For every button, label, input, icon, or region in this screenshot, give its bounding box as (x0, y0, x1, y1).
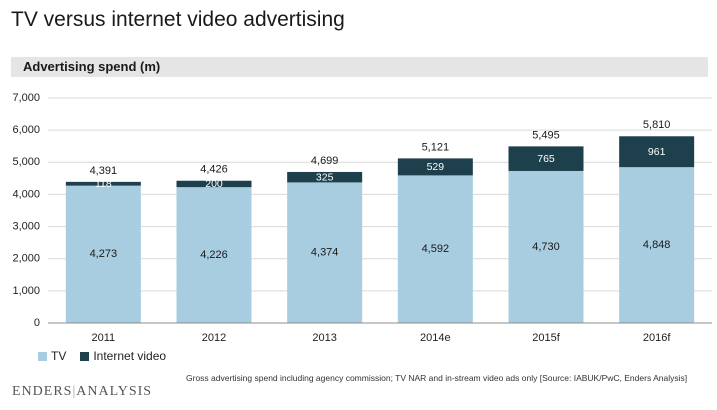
data-label-internet-video: 325 (316, 171, 334, 183)
data-label-tv: 4,374 (311, 247, 339, 259)
y-tick-label: 2,000 (12, 253, 40, 265)
y-tick-label: 6,000 (12, 124, 40, 136)
y-tick-label: 0 (34, 317, 40, 329)
logo-right: ANALYSIS (76, 384, 153, 399)
chart-title: TV versus internet video advertising (11, 8, 345, 31)
data-label-tv: 4,592 (422, 243, 450, 255)
data-label-total: 4,391 (90, 165, 118, 177)
data-label-internet-video: 200 (205, 178, 223, 190)
legend-item-internet-video: Internet video (80, 349, 166, 363)
x-tick-label: 2012 (202, 332, 226, 344)
data-label-total: 4,426 (200, 164, 228, 176)
y-tick-label: 1,000 (12, 285, 40, 297)
logo-left: ENDERS (12, 384, 73, 399)
data-label-internet-video: 765 (537, 153, 555, 165)
data-label-tv: 4,730 (532, 241, 560, 253)
bar-tv (619, 167, 695, 323)
source-note: Gross advertising spend including agency… (186, 373, 688, 383)
bar-internet-video (508, 146, 584, 171)
x-tick-label: 2015f (532, 332, 560, 344)
data-label-total: 4,699 (311, 155, 339, 167)
chart-legend: TV Internet video (38, 349, 166, 363)
data-label-internet-video: 118 (95, 178, 112, 190)
x-tick-label: 2011 (92, 332, 116, 344)
bar-internet-video (619, 136, 695, 168)
data-label-tv: 4,226 (200, 249, 228, 261)
bar-internet-video (176, 180, 252, 188)
data-label-tv: 4,848 (643, 239, 671, 251)
legend-swatch-tv (38, 351, 47, 361)
bar-tv (65, 185, 141, 323)
y-tick-label: 7,000 (12, 92, 40, 104)
bar-tv (397, 175, 473, 323)
x-tick-label: 2014e (420, 332, 451, 344)
enders-analysis-logo: ENDERS|ANALYSIS (12, 384, 152, 400)
logo-separator: | (72, 384, 77, 399)
bar-tv (508, 170, 584, 323)
legend-item-tv: TV (38, 349, 66, 363)
bar-tv (287, 182, 363, 323)
data-label-tv: 4,273 (90, 248, 118, 260)
legend-label-tv: TV (51, 349, 67, 363)
data-label-total: 5,495 (532, 129, 560, 141)
bar-internet-video (287, 171, 363, 183)
x-tick-label: 2016f (643, 332, 671, 344)
x-tick-label: 2013 (312, 332, 336, 344)
bar-tv (176, 187, 252, 323)
legend-swatch-internet-video (80, 351, 90, 361)
data-label-total: 5,121 (422, 141, 450, 153)
data-label-internet-video: 961 (648, 146, 666, 158)
bar-internet-video (397, 158, 473, 176)
y-tick-label: 4,000 (12, 188, 40, 200)
bar-internet-video (65, 181, 141, 186)
data-label-total: 5,810 (643, 119, 671, 131)
y-tick-label: 3,000 (12, 220, 40, 232)
y-tick-label: 5,000 (12, 156, 40, 168)
chart-subtitle: Advertising spend (m) (23, 59, 161, 74)
data-label-internet-video: 529 (427, 161, 445, 173)
subtitle-band: Advertising spend (m) (11, 57, 708, 77)
legend-label-internet-video: Internet video (93, 349, 167, 363)
